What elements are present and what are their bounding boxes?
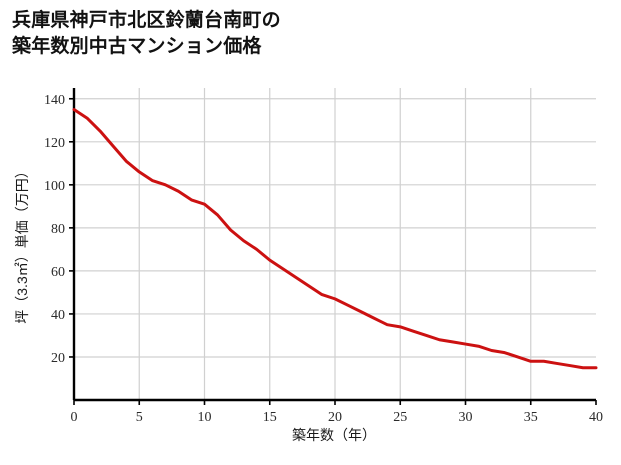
x-tick-label: 15	[263, 410, 277, 425]
grid-lines	[74, 88, 596, 400]
x-tick-label: 5	[136, 410, 143, 425]
y-axis-title: 坪（3.3㎡）単価（万円）	[14, 164, 30, 323]
y-tick-label: 80	[51, 222, 65, 237]
x-tick-label: 10	[198, 410, 212, 425]
y-tick-label: 120	[44, 136, 65, 151]
y-axis-ticks: 20 40 60 80 100 120 140	[44, 93, 74, 366]
chart-title: 兵庫県神戸市北区鈴蘭台南町の 築年数別中古マンション価格	[12, 10, 281, 57]
y-tick-label: 140	[44, 93, 65, 108]
x-tick-label: 0	[71, 410, 78, 425]
x-tick-label: 30	[459, 410, 473, 425]
x-tick-label: 35	[524, 410, 538, 425]
y-tick-label: 40	[51, 308, 65, 323]
x-tick-label: 40	[589, 410, 603, 425]
y-tick-label: 60	[51, 265, 65, 280]
x-tick-label: 20	[328, 410, 342, 425]
data-line-series	[72, 108, 598, 370]
x-tick-label: 25	[393, 410, 407, 425]
x-axis-title: 築年数（年）	[292, 427, 376, 443]
y-tick-label: 100	[44, 179, 65, 194]
y-tick-label: 20	[51, 351, 65, 366]
x-axis-ticks: 0 5 10 15 20 25 30 35 40	[71, 400, 603, 425]
